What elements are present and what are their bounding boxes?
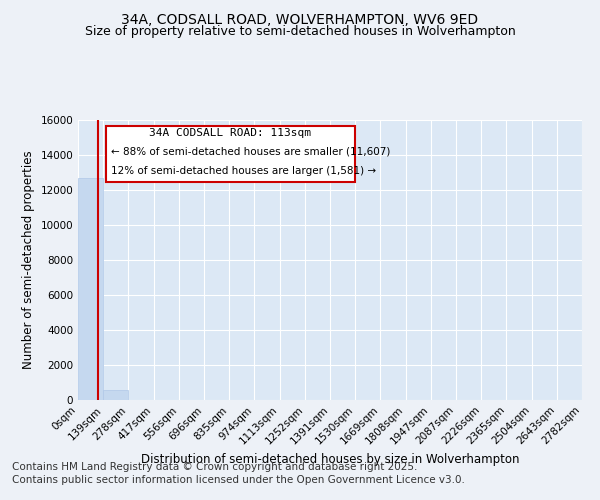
Text: Size of property relative to semi-detached houses in Wolverhampton: Size of property relative to semi-detach… xyxy=(85,25,515,38)
Text: 34A, CODSALL ROAD, WOLVERHAMPTON, WV6 9ED: 34A, CODSALL ROAD, WOLVERHAMPTON, WV6 9E… xyxy=(121,12,479,26)
Text: ← 88% of semi-detached houses are smaller (11,607): ← 88% of semi-detached houses are smalle… xyxy=(111,146,390,156)
Text: Contains HM Land Registry data © Crown copyright and database right 2025.: Contains HM Land Registry data © Crown c… xyxy=(12,462,418,472)
Text: Contains public sector information licensed under the Open Government Licence v3: Contains public sector information licen… xyxy=(12,475,465,485)
Bar xyxy=(78,178,103,400)
Y-axis label: Number of semi-detached properties: Number of semi-detached properties xyxy=(22,150,35,370)
Bar xyxy=(103,390,128,400)
Text: 34A CODSALL ROAD: 113sqm: 34A CODSALL ROAD: 113sqm xyxy=(149,128,311,138)
FancyBboxPatch shape xyxy=(106,126,355,182)
X-axis label: Distribution of semi-detached houses by size in Wolverhampton: Distribution of semi-detached houses by … xyxy=(141,454,519,466)
Text: 12% of semi-detached houses are larger (1,581) →: 12% of semi-detached houses are larger (… xyxy=(111,166,376,176)
